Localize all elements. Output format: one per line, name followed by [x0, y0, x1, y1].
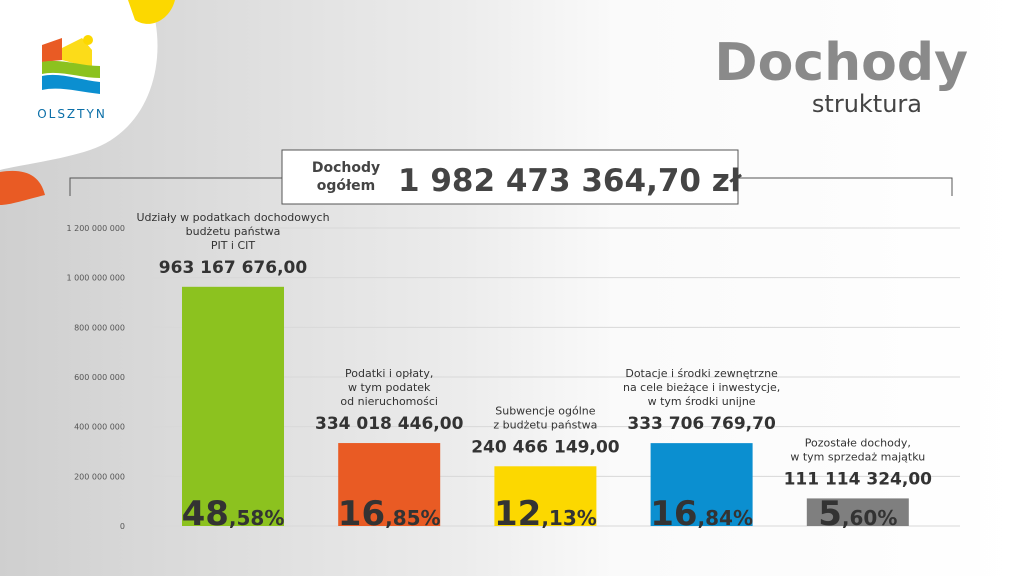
- logo-text: OLSZTYN: [37, 107, 107, 121]
- category-label: Dotacje i środki zewnętrzne na cele bieżą…: [623, 367, 780, 408]
- yellow-shape: [128, 0, 175, 24]
- category-label: Podatki i opłaty, w tym podatek od nieruch…: [340, 367, 438, 408]
- total-label: Dochody ogółem: [312, 160, 380, 194]
- y-tick-label: 200 000 000: [74, 472, 125, 481]
- value-label: 240 466 149,00: [471, 437, 620, 457]
- bar: [650, 443, 753, 526]
- bar: [494, 466, 597, 526]
- value-label: 963 167 676,00: [159, 258, 308, 278]
- y-tick-label: 0: [120, 522, 125, 531]
- value-label: 334 018 446,00: [315, 414, 464, 434]
- y-tick-label: 800 000 000: [74, 323, 125, 332]
- title: Dochody: [714, 33, 968, 93]
- y-tick-label: 1 200 000 000: [66, 224, 125, 233]
- logo: OLSZTYN: [37, 35, 107, 121]
- total-value: 1 982 473 364,70 zł: [398, 163, 743, 199]
- y-tick-label: 400 000 000: [74, 423, 125, 432]
- category-label: Udziały w podatkach dochodowych budżetu p…: [136, 211, 329, 252]
- value-label: 111 114 324,00: [784, 469, 933, 489]
- category-label: Subwencje ogólne z budżetu państwa: [493, 404, 597, 431]
- category-label: Pozostałe dochody, w tym sprzedaż majątku: [790, 436, 925, 463]
- bar: [338, 443, 441, 526]
- total-box: [281, 149, 739, 205]
- orange-shape: [0, 170, 45, 205]
- subtitle: struktura: [812, 90, 922, 118]
- bar: [806, 498, 909, 526]
- y-tick-label: 600 000 000: [74, 373, 125, 382]
- bar: [182, 286, 284, 526]
- y-tick-label: 1 000 000 000: [66, 274, 125, 283]
- value-label: 333 706 769,70: [627, 414, 776, 434]
